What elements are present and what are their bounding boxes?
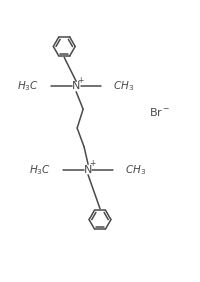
- Text: $H_3C$: $H_3C$: [29, 163, 51, 177]
- Text: +: +: [77, 76, 84, 85]
- Text: $CH_3$: $CH_3$: [125, 163, 146, 177]
- Text: +: +: [89, 159, 96, 168]
- Text: Br$^-$: Br$^-$: [149, 106, 170, 118]
- Text: N: N: [72, 81, 80, 91]
- Text: $H_3C$: $H_3C$: [17, 79, 39, 93]
- Text: $CH_3$: $CH_3$: [113, 79, 134, 93]
- Text: N: N: [84, 165, 92, 175]
